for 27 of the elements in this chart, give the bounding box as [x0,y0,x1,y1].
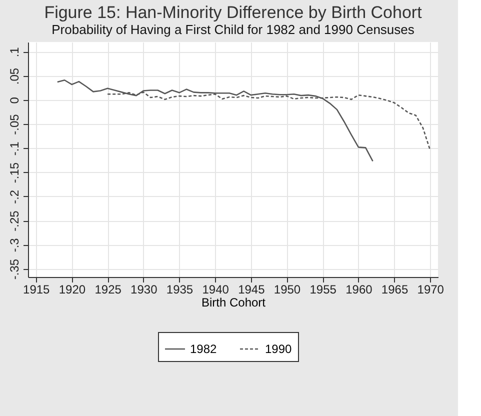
x-tick-label: 1960 [346,282,373,296]
x-tick-label: 1950 [274,282,301,296]
y-tick-label: -.15 [8,162,22,184]
y-tick-label: -.25 [8,210,22,232]
legend-label: 1990 [265,342,292,356]
y-tick-label: .1 [8,46,22,58]
x-tick-label: 1965 [381,282,408,296]
y-tick-label: .05 [8,68,22,85]
x-tick-label: 1970 [417,282,444,296]
x-tick-label: 1955 [310,282,337,296]
x-tick-label: 1945 [238,282,266,296]
y-tick-label: -.3 [8,238,22,252]
x-tick-label: 1930 [130,282,158,296]
y-tick-label: -.35 [8,258,22,280]
y-tick-label: -.1 [8,141,22,156]
x-axis-title: Birth Cohort [201,296,266,310]
y-tick-label: 0 [8,96,22,104]
x-tick-label: 1915 [23,282,50,296]
y-tick-label: -.2 [8,190,22,204]
y-tick-label: -.05 [8,114,22,135]
legend-label: 1982 [190,342,218,356]
x-tick-label: 1920 [58,282,86,296]
chart-title: Figure 15: Han-Minority Difference by Birth Cohort [44,3,422,22]
x-tick-label: 1940 [202,282,230,296]
chart-subtitle: Probability of Having a First Child for 1982 and 1990 Censuses [52,22,415,37]
x-tick-label: 1925 [94,282,122,296]
x-tick-label: 1935 [166,282,194,296]
